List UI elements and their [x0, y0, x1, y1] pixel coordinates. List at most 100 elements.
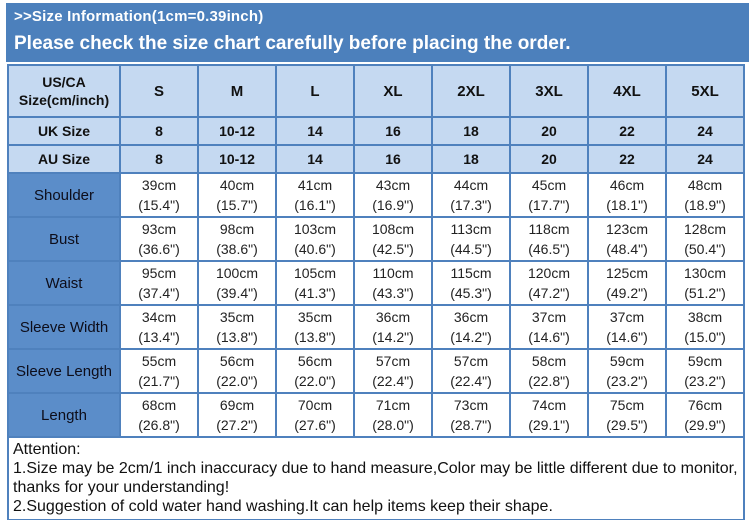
measurement-cell: 123cm (48.4"): [587, 216, 667, 262]
measurement-inch: (51.2"): [684, 285, 726, 301]
region-size-value: 16: [353, 116, 433, 146]
region-size-label: AU Size: [7, 144, 121, 174]
measurement-cm: 38cm: [687, 309, 723, 325]
measurement-cell: 37cm (14.6"): [509, 304, 589, 350]
attention-box: Attention: 1.Size may be 2cm/1 inch inac…: [7, 438, 745, 520]
size-table-body: Shoulder 39cm (15.4") 40cm (15.7") 41cm (16.1"…: [7, 172, 745, 438]
measurement-inch: (14.2"): [372, 329, 414, 345]
measurement-cm: 57cm: [453, 353, 489, 369]
measurement-cm: 74cm: [531, 397, 567, 413]
measurement-cm: 36cm: [453, 309, 489, 325]
measurement-cm: 39cm: [141, 177, 177, 193]
measurement-cm: 57cm: [375, 353, 411, 369]
measurement-cell: 95cm (37.4"): [119, 260, 199, 306]
measurement-inch: (28.0"): [372, 417, 414, 433]
measurement-inch: (36.6"): [138, 241, 180, 257]
measurement-cell: 59cm (23.2"): [587, 348, 667, 394]
measurement-cm: 100cm: [215, 265, 259, 281]
measurement-cell: 43cm (16.9"): [353, 172, 433, 218]
banner-title: >>Size Information(1cm=0.39inch): [14, 8, 264, 25]
measurement-cell: 70cm (27.6"): [275, 392, 355, 438]
measurement-cell: 100cm (39.4"): [197, 260, 277, 306]
region-size-value: 20: [509, 116, 589, 146]
measurement-cell: 98cm (38.6"): [197, 216, 277, 262]
measurement-cm: 59cm: [609, 353, 645, 369]
region-size-value: 8: [119, 116, 199, 146]
measurement-inch: (49.2"): [606, 285, 648, 301]
measurement-inch: (42.5"): [372, 241, 414, 257]
measurement-cm: 130cm: [683, 265, 727, 281]
measurement-row: Sleeve Width 34cm (13.4") 35cm (13.8") 35cm (1…: [7, 304, 745, 350]
measurement-label: Sleeve Length: [7, 348, 121, 394]
region-size-value: 20: [509, 144, 589, 174]
measurement-inch: (29.1"): [528, 417, 570, 433]
measurement-cm: 70cm: [297, 397, 333, 413]
measurement-cell: 113cm (44.5"): [431, 216, 511, 262]
measurement-label: Bust: [7, 216, 121, 262]
measurement-cm: 75cm: [609, 397, 645, 413]
size-table-header: US/CA Size(cm/inch) S M L XL 2XL 3XL 4XL 5XL UK…: [7, 64, 745, 174]
measurement-cell: 74cm (29.1"): [509, 392, 589, 438]
measurement-cell: 68cm (26.8"): [119, 392, 199, 438]
measurement-cm: 56cm: [219, 353, 255, 369]
measurement-inch: (18.9"): [684, 197, 726, 213]
measurement-cm: 118cm: [528, 221, 570, 237]
measurement-cell: 125cm (49.2"): [587, 260, 667, 306]
measurement-cell: 57cm (22.4"): [353, 348, 433, 394]
measurement-cm: 56cm: [297, 353, 333, 369]
measurement-cm: 43cm: [375, 177, 411, 193]
measurement-cm: 120cm: [527, 265, 571, 281]
size-info-banner: >>Size Information(1cm=0.39inch) Please …: [6, 3, 749, 62]
corner-header: US/CA Size(cm/inch): [7, 64, 121, 118]
attention-item-2: 2.Suggestion of cold water hand washing.…: [13, 498, 553, 515]
measurement-inch: (22.4"): [450, 373, 492, 389]
measurement-cm: 59cm: [687, 353, 723, 369]
measurement-cm: 46cm: [609, 177, 645, 193]
measurement-cell: 34cm (13.4"): [119, 304, 199, 350]
measurement-inch: (17.3"): [450, 197, 492, 213]
region-size-value: 22: [587, 144, 667, 174]
measurement-row: Bust 93cm (36.6") 98cm (38.6") 103cm (40.6") 10…: [7, 216, 745, 262]
measurement-inch: (43.3"): [372, 285, 414, 301]
attention-item-1: 1.Size may be 2cm/1 inch inaccuracy due …: [13, 460, 738, 496]
measurement-cm: 98cm: [219, 221, 255, 237]
measurement-cm: 93cm: [141, 221, 177, 237]
region-size-row: AU Size 8 10-12 14 16 18 20 22 24: [7, 144, 745, 174]
region-size-value: 22: [587, 116, 667, 146]
region-size-value: 10-12: [197, 116, 277, 146]
measurement-cell: 56cm (22.0"): [197, 348, 277, 394]
banner-subtitle: Please check the size chart carefully be…: [14, 33, 571, 54]
measurement-cell: 105cm (41.3"): [275, 260, 355, 306]
measurement-inch: (40.6"): [294, 241, 336, 257]
measurement-inch: (21.7"): [138, 373, 180, 389]
measurement-cm: 76cm: [687, 397, 723, 413]
measurement-cm: 40cm: [219, 177, 255, 193]
measurement-inch: (16.9"): [372, 197, 414, 213]
size-header-m: M: [197, 64, 277, 118]
measurement-inch: (13.8"): [294, 329, 336, 345]
measurement-inch: (22.4"): [372, 373, 414, 389]
measurement-cm: 95cm: [141, 265, 177, 281]
measurement-inch: (13.4"): [138, 329, 180, 345]
measurement-inch: (50.4"): [684, 241, 726, 257]
measurement-inch: (16.1"): [294, 197, 336, 213]
measurement-cell: 110cm (43.3"): [353, 260, 433, 306]
measurement-inch: (29.9"): [684, 417, 726, 433]
measurement-cell: 118cm (46.5"): [509, 216, 589, 262]
region-size-value: 14: [275, 144, 355, 174]
measurement-label: Waist: [7, 260, 121, 306]
measurement-cell: 46cm (18.1"): [587, 172, 667, 218]
measurement-cell: 40cm (15.7"): [197, 172, 277, 218]
size-header-4xl: 4XL: [587, 64, 667, 118]
measurement-cell: 108cm (42.5"): [353, 216, 433, 262]
measurement-cell: 35cm (13.8"): [275, 304, 355, 350]
measurement-cell: 39cm (15.4"): [119, 172, 199, 218]
measurement-cell: 45cm (17.7"): [509, 172, 589, 218]
measurement-cell: 56cm (22.0"): [275, 348, 355, 394]
measurement-cm: 41cm: [297, 177, 333, 193]
measurement-inch: (13.8"): [216, 329, 258, 345]
measurement-inch: (15.7"): [216, 197, 258, 213]
measurement-cell: 36cm (14.2"): [431, 304, 511, 350]
measurement-inch: (26.8"): [138, 417, 180, 433]
measurement-inch: (44.5"): [450, 241, 492, 257]
